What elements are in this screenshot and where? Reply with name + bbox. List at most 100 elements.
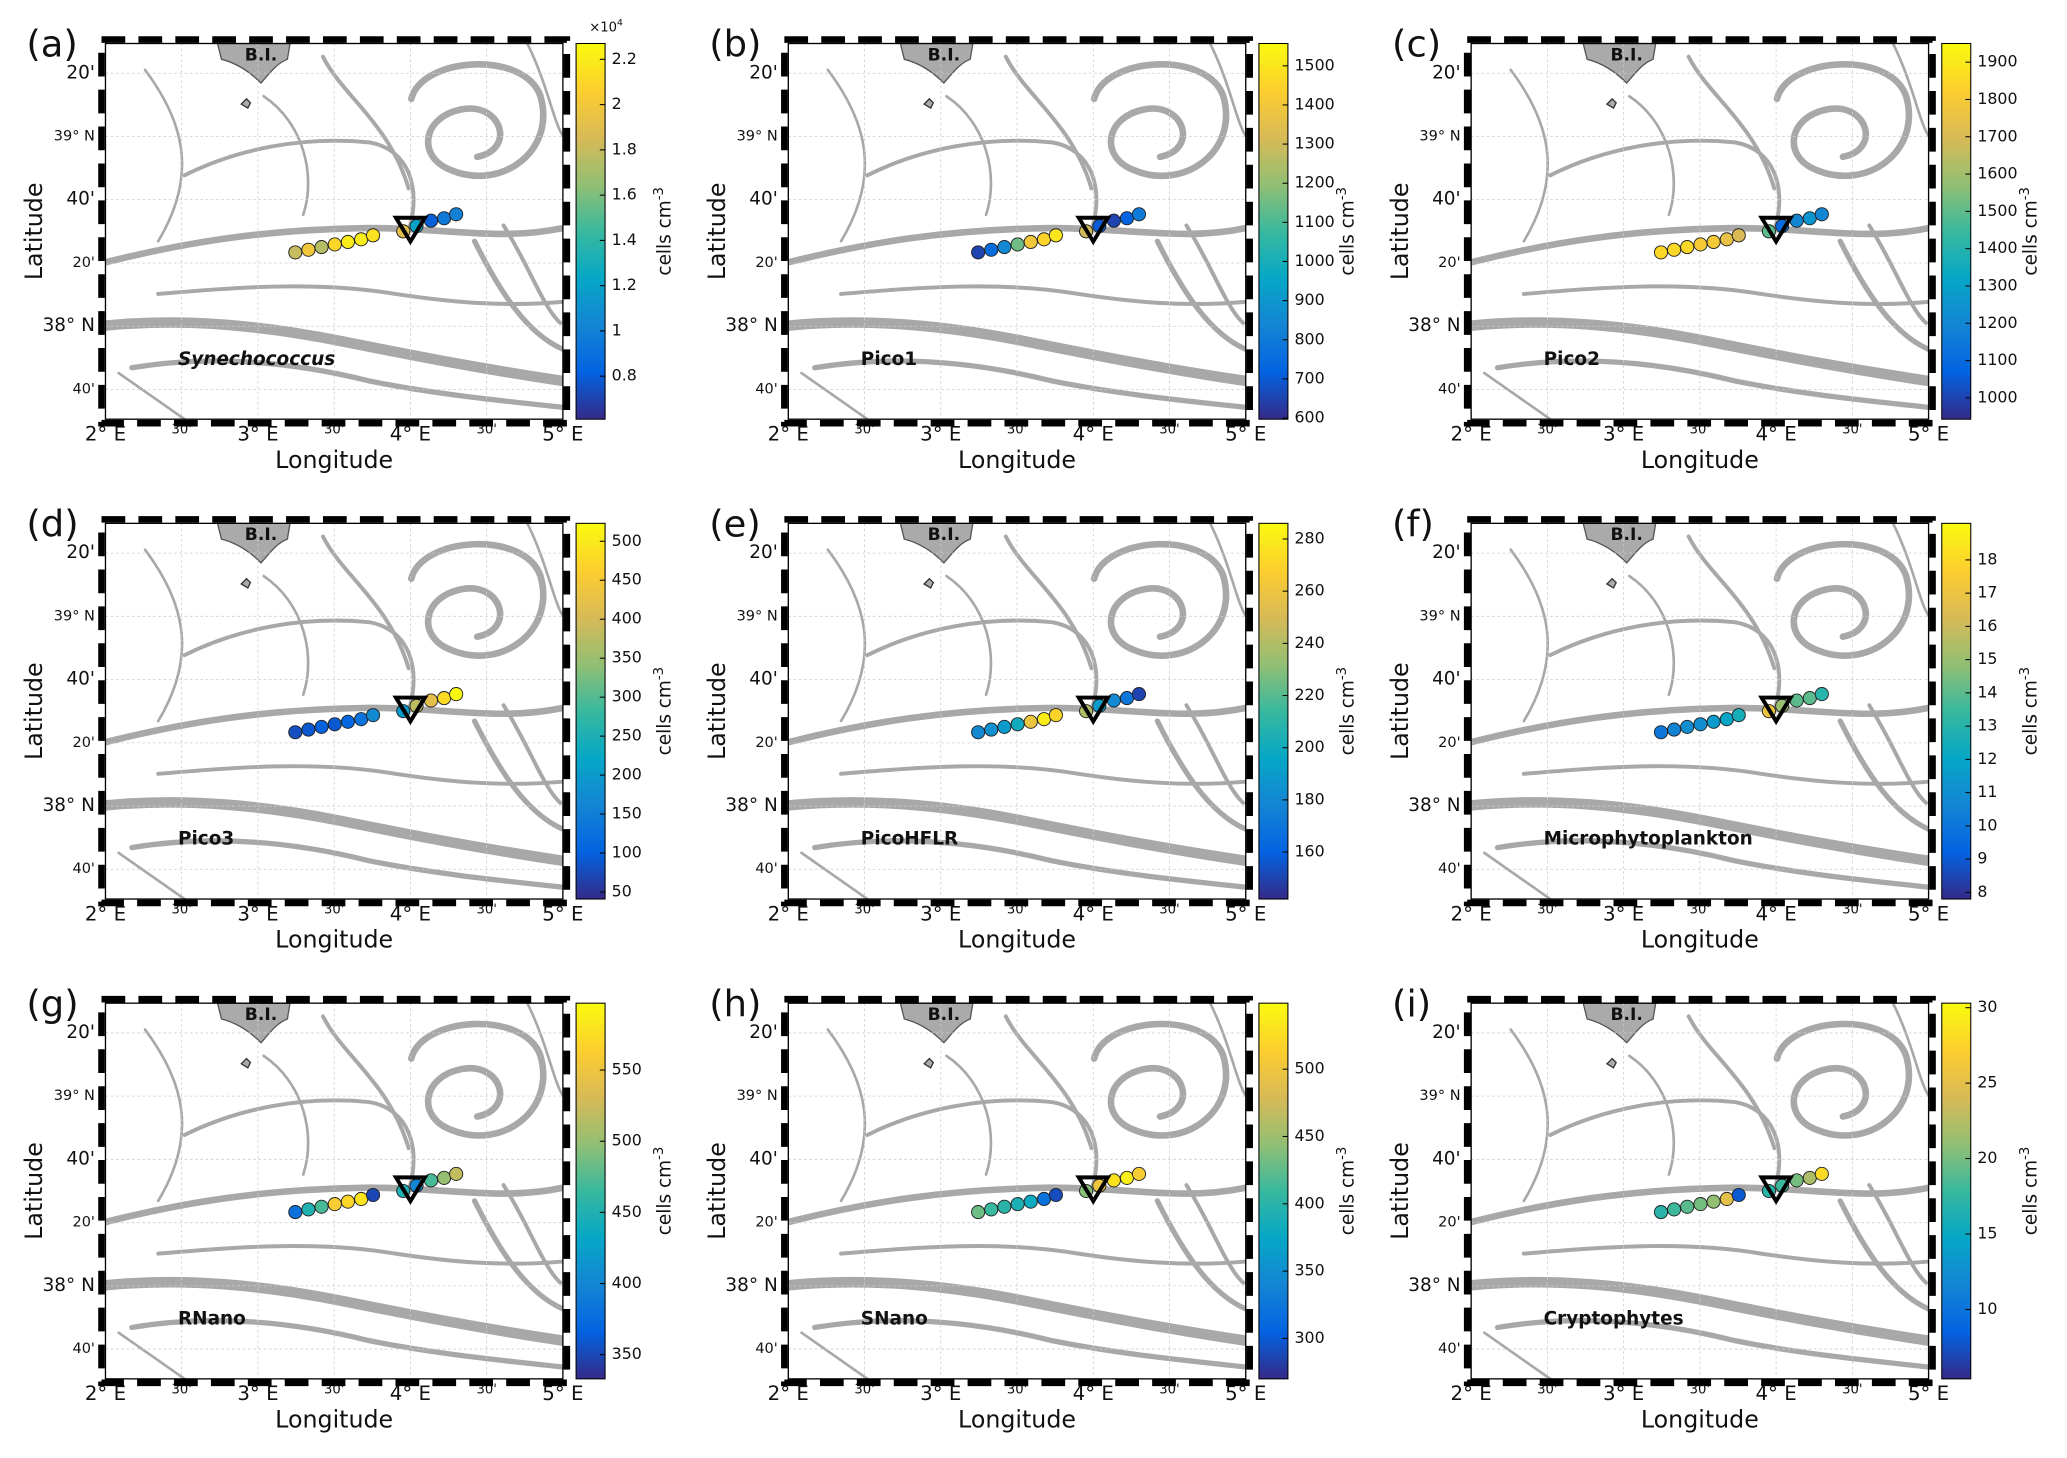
colorbar-tick-label: 500 <box>1295 1059 1325 1078</box>
x-tick-label: 3° E <box>1603 902 1644 925</box>
y-tick-label: 38° N <box>725 1275 777 1296</box>
x-tick-label: 3° E <box>237 1382 278 1405</box>
panel-name: Cryptophytes <box>1544 1309 1684 1330</box>
triangle-marker <box>1075 695 1112 726</box>
map-background <box>788 44 1245 420</box>
x-tick-label: 4° E <box>1755 1382 1796 1405</box>
y-tick-label: 40' <box>755 381 777 397</box>
y-tick-label: 20' <box>66 542 95 563</box>
x-tick-label: 30' <box>476 903 496 918</box>
map-label: B.I. <box>1610 45 1642 65</box>
y-tick-label: 20' <box>755 255 777 271</box>
colorbar-tick-label: 300 <box>1295 1328 1325 1347</box>
x-tick-label: 30' <box>1159 1382 1179 1397</box>
colorbar-tick-label: 1100 <box>1977 350 2017 369</box>
station-point <box>340 234 355 250</box>
colorbar-tick-label: 50 <box>612 882 632 901</box>
y-tick-label: 40' <box>1432 668 1461 689</box>
colorbar-tick-label: 200 <box>1295 737 1325 756</box>
y-tick-label: 38° N <box>725 795 777 816</box>
x-tick-label: 4° E <box>1073 1382 1114 1405</box>
station-point <box>1010 237 1025 252</box>
map-background <box>1471 1003 1928 1379</box>
y-tick-label: 20' <box>1438 1215 1460 1231</box>
colorbar-tick-label: 17 <box>1977 583 1997 602</box>
y-tick-label: 39° N <box>54 128 95 144</box>
station-point <box>1814 687 1829 702</box>
station-point <box>1667 1202 1682 1217</box>
station-point <box>1802 211 1817 226</box>
colorbar-tick-label: 1400 <box>1295 94 1335 113</box>
station-point <box>327 1197 342 1212</box>
station-point <box>437 1170 452 1185</box>
map-background <box>788 1003 1245 1379</box>
colorbar-tick-label: 1600 <box>1977 164 2017 183</box>
colorbar-label: cells cm-3 <box>652 1147 676 1235</box>
y-tick-label: 20' <box>1432 1022 1461 1043</box>
colorbar-tick-label: 1300 <box>1977 276 2017 295</box>
colorbar-label-sup: -3 <box>1335 667 1350 680</box>
station-point <box>1131 687 1147 702</box>
y-tick-label: 39° N <box>737 128 778 144</box>
station-point <box>1802 691 1817 706</box>
station-point <box>1706 1194 1721 1209</box>
panel: B.I. 2° E 30' 3° E 30' 4° E 30' 5° E 40' 38° N 20'… <box>703 502 1359 953</box>
y-tick-label: 20' <box>749 1022 778 1043</box>
y-axis-label: Latitude <box>703 662 731 760</box>
colorbar-tick-label: 1500 <box>1295 55 1335 74</box>
station-point <box>354 232 369 247</box>
panel-name: RNano <box>178 1309 246 1330</box>
colorbar-tick-label: 1000 <box>1977 387 2017 406</box>
y-axis-label: Latitude <box>703 1142 731 1240</box>
map-label: B.I. <box>1610 525 1642 545</box>
station-point <box>288 1205 303 1220</box>
triangle-marker <box>1075 1175 1112 1205</box>
panel: B.I. 2° E 30' 3° E 30' 4° E 30' 5° E 40' 38° N 20'… <box>20 982 676 1433</box>
triangle-marker <box>1758 215 1795 246</box>
colorbar <box>1258 522 1289 900</box>
colorbar-label: cells cm-3 <box>1335 667 1359 755</box>
colorbar-tick-label: 30 <box>1977 997 1997 1016</box>
x-tick-label: 5° E <box>1225 423 1266 446</box>
x-tick-label: 2° E <box>768 423 809 446</box>
y-tick-label: 40' <box>72 861 94 877</box>
y-tick-label: 40' <box>1432 189 1461 210</box>
x-axis-label: Longitude <box>275 446 393 474</box>
y-axis-label: Latitude <box>20 662 48 760</box>
colorbar-tick-label: 350 <box>612 648 642 667</box>
colorbar-tick-label: 1000 <box>1295 251 1335 270</box>
x-tick-label: 4° E <box>1073 423 1114 446</box>
triangle-marker <box>1075 215 1112 246</box>
station-point <box>1119 691 1135 706</box>
station-point <box>997 1199 1012 1214</box>
y-tick-label: 38° N <box>43 795 95 816</box>
map-frame <box>1463 995 1936 1387</box>
x-tick-label: 30' <box>172 1382 192 1397</box>
triangle-marker <box>392 1175 429 1205</box>
colorbar-tick-label: 800 <box>1295 329 1325 348</box>
station-point <box>314 1199 329 1214</box>
station-point <box>1131 207 1147 222</box>
colorbar-label-sup: -3 <box>2018 1147 2033 1160</box>
panel-name: Pico1 <box>861 349 917 370</box>
y-tick-label: 40' <box>1438 1341 1460 1357</box>
x-tick-label: 4° E <box>1755 902 1796 925</box>
panel-label: (b) <box>709 23 761 66</box>
colorbar-tick-label: 1300 <box>1295 134 1335 153</box>
y-tick-label: 40' <box>66 668 95 689</box>
colorbar-label-text: cells cm <box>655 200 676 275</box>
colorbar-tick-label: 180 <box>1295 789 1325 808</box>
station-point <box>984 242 999 257</box>
x-tick-label: 4° E <box>390 423 431 446</box>
x-tick-label: 30' <box>324 423 344 438</box>
x-tick-label: 30' <box>1842 423 1862 438</box>
colorbar-tick-label: 220 <box>1295 685 1325 704</box>
colorbar-exponent: ×104 <box>589 17 623 36</box>
y-tick-label: 40' <box>66 189 95 210</box>
colorbar-tick-label: 1500 <box>1977 201 2017 220</box>
map-frame <box>781 36 1253 427</box>
colorbar-tick-label: 600 <box>1295 408 1325 427</box>
y-axis-label: Latitude <box>1386 1142 1414 1240</box>
station-point <box>437 211 452 226</box>
